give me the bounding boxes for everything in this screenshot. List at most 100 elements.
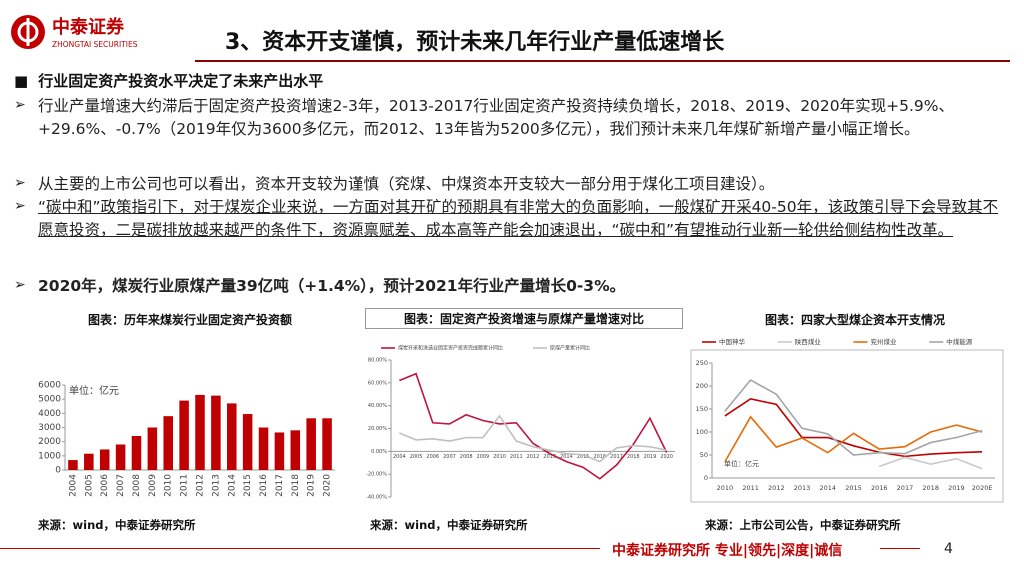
footer-rule bbox=[0, 548, 600, 549]
bullet: 2020年，煤炭行业原煤产量39亿吨（+1.4%），预计2021年行业产量增长0… bbox=[38, 277, 626, 295]
x-tick-label: 2013 bbox=[211, 474, 221, 497]
x-tick-label: 2013 bbox=[543, 454, 556, 460]
y-tick-label: 0 bbox=[704, 474, 708, 482]
logo-en: ZHONGTAI SECURITIES bbox=[52, 40, 138, 49]
bullet-icon: ➢ bbox=[14, 175, 26, 191]
footer-text: 中泰证券研究所 专业|领先|深度|诚信 bbox=[612, 543, 843, 559]
x-tick-label: 2004 bbox=[68, 474, 78, 497]
y-tick-label: 200 bbox=[696, 382, 708, 390]
bullet-icon: ➢ bbox=[14, 277, 26, 293]
line bbox=[724, 398, 983, 458]
y-tick-label: 3000 bbox=[38, 423, 61, 433]
y-tick-label: 5000 bbox=[38, 395, 61, 405]
bullet: “碳中和”政策指引下，对于煤炭企业来说，一方面对其开矿的预期具有非常大的负面影响… bbox=[38, 198, 999, 239]
x-tick-label: 2015 bbox=[845, 484, 862, 492]
x-tick-label: 2007 bbox=[116, 474, 126, 497]
bar bbox=[227, 403, 237, 470]
heading: ■ 行业固定资产投资水平决定了未来产出水平 bbox=[14, 72, 324, 90]
y-tick-label: 50 bbox=[700, 451, 708, 459]
bar bbox=[68, 460, 78, 470]
chart: 0 50 100 150 200 250 2010 2011 2012 2013 2014 2015 2… bbox=[690, 337, 1004, 503]
bar bbox=[274, 432, 285, 470]
bar bbox=[211, 395, 221, 470]
x-tick-label: 2019 bbox=[307, 474, 317, 497]
x-tick-label: 2009 bbox=[477, 454, 490, 460]
bar bbox=[84, 453, 94, 470]
y-tick-label: 0.00% bbox=[371, 449, 387, 455]
y-tick-label: 4000 bbox=[38, 409, 61, 419]
x-tick-label: 2016 bbox=[259, 474, 269, 497]
y-tick-label: 40.00% bbox=[368, 403, 387, 409]
x-tick-label: 2004 bbox=[393, 454, 406, 460]
line bbox=[724, 415, 983, 463]
x-tick-label: 2016 bbox=[871, 484, 888, 492]
bar bbox=[258, 427, 269, 470]
x-tick-label: 2007 bbox=[443, 454, 456, 460]
page-number: 4 bbox=[944, 541, 953, 557]
x-tick-label: 2005 bbox=[84, 474, 94, 497]
line bbox=[399, 372, 668, 480]
y-tick-label: 150 bbox=[696, 405, 708, 413]
bar bbox=[179, 400, 189, 470]
bar bbox=[99, 449, 110, 470]
x-tick-label: 2011 bbox=[510, 454, 523, 460]
source: 来源：wind，中泰证券研究所 bbox=[370, 518, 528, 532]
x-tick-label: 2005 bbox=[410, 454, 423, 460]
chart: -40.00% -20.00% 0.00% 20.00% 40.00% 60.00% 80.… bbox=[366, 345, 675, 501]
legend-label: 煤炭开采和洗选业固定资产投资完成额累计同比 bbox=[398, 345, 503, 352]
x-tick-label: 2009 bbox=[148, 474, 158, 497]
x-tick-label: 2006 bbox=[100, 474, 110, 497]
x-tick-label: 2011 bbox=[742, 484, 759, 492]
source: 来源：上市公司公告，中泰证券研究所 bbox=[705, 518, 901, 532]
bar bbox=[290, 430, 301, 470]
bullet: 行业产量增速大约滞后于固定资产投资增速2-3年，2013-2017行业固定资产投… bbox=[38, 97, 955, 138]
x-tick-label: 2012 bbox=[196, 474, 206, 497]
x-tick-label: 2018 bbox=[922, 484, 939, 492]
y-tick-label: 20.00% bbox=[368, 426, 387, 432]
x-tick-label: 2012 bbox=[768, 484, 785, 492]
bar bbox=[195, 394, 205, 470]
chart-title: 图表：四家大型煤企资本开支情况 bbox=[764, 313, 945, 327]
bar bbox=[242, 414, 253, 470]
bar bbox=[322, 418, 332, 470]
x-tick-label: 2013 bbox=[794, 484, 811, 492]
legend-label: 中国神华 bbox=[719, 337, 746, 346]
logo: 中泰证券 ZHONGTAI SECURITIES bbox=[11, 15, 138, 49]
logo-cn: 中泰证券 bbox=[52, 16, 125, 38]
legend-label: 原煤产量累计同比 bbox=[550, 345, 590, 352]
x-tick-label: 2016 bbox=[593, 454, 606, 460]
legend-label: 兖州煤业 bbox=[871, 337, 898, 346]
frame bbox=[690, 349, 1004, 503]
bar bbox=[131, 436, 142, 470]
x-tick-label: 2012 bbox=[527, 454, 540, 460]
x-tick-label: 2019 bbox=[948, 484, 965, 492]
legend-label: 陕西煤业 bbox=[795, 337, 822, 346]
x-tick-label: 2011 bbox=[180, 474, 190, 497]
x-tick-label: 2008 bbox=[132, 474, 142, 497]
rule bbox=[195, 60, 1010, 62]
x-tick-label: 2014 bbox=[560, 454, 573, 460]
y-tick-label: 2000 bbox=[38, 437, 61, 447]
x-tick-label: 2006 bbox=[426, 454, 439, 460]
annotation: 单位：亿元 bbox=[69, 384, 119, 397]
x-tick-label: 2017 bbox=[610, 454, 623, 460]
x-tick-label: 2019 bbox=[644, 454, 657, 460]
bullet: 从主要的上市公司也可以看出，资本开支较为谨慎（兖煤、中煤资本开支较大一部分用于煤… bbox=[38, 175, 775, 193]
chart: 0 1000 2000 3000 4000 5000 6000 2004 2005 2006 200… bbox=[38, 381, 335, 497]
x-tick-label: 2020 bbox=[323, 474, 333, 497]
annotation: 单位：亿元 bbox=[724, 459, 759, 468]
y-tick-label: 80.00% bbox=[368, 358, 387, 364]
legend-label: 中煤能源 bbox=[946, 337, 973, 346]
x-tick-label: 2017 bbox=[897, 484, 914, 492]
x-tick-label: 2014 bbox=[227, 474, 237, 497]
bullet-icon: ➢ bbox=[14, 97, 26, 113]
line bbox=[399, 414, 667, 463]
x-tick-label: 2017 bbox=[275, 474, 285, 497]
x-tick-label: 2018 bbox=[291, 474, 301, 497]
y-tick-label: 60.00% bbox=[368, 380, 387, 386]
x-tick-label: 2015 bbox=[577, 454, 590, 460]
bar bbox=[115, 444, 126, 470]
chart-title: 图表：固定资产投资增速与原煤产量增速对比 bbox=[365, 308, 683, 329]
bar bbox=[306, 418, 316, 470]
